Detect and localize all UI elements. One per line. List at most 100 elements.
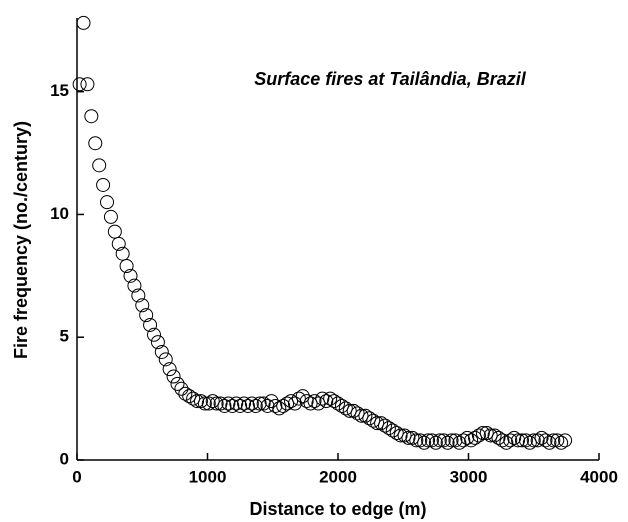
point bbox=[213, 396, 228, 411]
point bbox=[354, 408, 369, 423]
y-tick-label: 5 bbox=[60, 327, 69, 346]
point bbox=[92, 158, 107, 173]
point bbox=[385, 423, 400, 438]
point bbox=[307, 394, 322, 409]
point bbox=[237, 396, 252, 411]
point bbox=[428, 435, 443, 450]
point bbox=[550, 433, 565, 448]
point bbox=[311, 396, 326, 411]
point bbox=[558, 433, 573, 448]
point bbox=[186, 391, 201, 406]
point bbox=[464, 433, 479, 448]
point bbox=[374, 416, 389, 431]
point bbox=[518, 433, 533, 448]
point bbox=[323, 391, 338, 406]
point bbox=[440, 435, 455, 450]
point bbox=[248, 398, 263, 413]
point bbox=[546, 433, 561, 448]
point bbox=[295, 389, 310, 404]
point bbox=[193, 394, 208, 409]
point bbox=[123, 268, 138, 283]
point bbox=[315, 391, 330, 406]
point bbox=[334, 398, 349, 413]
point bbox=[389, 425, 404, 440]
point bbox=[233, 398, 248, 413]
point bbox=[338, 401, 353, 416]
point bbox=[522, 435, 537, 450]
point bbox=[284, 394, 299, 409]
point bbox=[350, 406, 365, 421]
point bbox=[303, 396, 318, 411]
x-tick-label: 2000 bbox=[319, 467, 357, 486]
point bbox=[154, 344, 169, 359]
point bbox=[76, 15, 91, 30]
point bbox=[119, 259, 134, 274]
x-axis-label: Distance to edge (m) bbox=[249, 499, 426, 519]
point bbox=[393, 428, 408, 443]
point bbox=[507, 430, 522, 445]
point bbox=[182, 389, 197, 404]
point bbox=[327, 394, 342, 409]
point bbox=[107, 224, 122, 239]
point bbox=[135, 298, 150, 313]
point bbox=[319, 394, 334, 409]
point bbox=[103, 209, 118, 224]
point bbox=[377, 418, 392, 433]
point bbox=[346, 403, 361, 418]
y-tick-label: 0 bbox=[60, 449, 69, 468]
point bbox=[143, 317, 158, 332]
point bbox=[456, 433, 471, 448]
point bbox=[503, 433, 518, 448]
point bbox=[170, 376, 185, 391]
point bbox=[331, 396, 345, 411]
point bbox=[139, 308, 154, 323]
x-tick-label: 0 bbox=[72, 467, 81, 486]
point bbox=[409, 433, 424, 448]
point bbox=[166, 369, 181, 384]
point bbox=[150, 335, 165, 350]
point bbox=[268, 398, 283, 413]
point bbox=[111, 236, 126, 251]
point bbox=[479, 425, 494, 440]
x-tick-label: 3000 bbox=[450, 467, 488, 486]
point bbox=[358, 408, 373, 423]
point bbox=[127, 278, 142, 293]
point bbox=[471, 428, 486, 443]
point bbox=[287, 396, 302, 411]
point bbox=[162, 362, 177, 377]
point bbox=[475, 425, 490, 440]
point bbox=[291, 391, 306, 406]
point bbox=[491, 430, 506, 445]
point bbox=[205, 394, 220, 409]
point bbox=[397, 428, 412, 443]
point bbox=[244, 396, 259, 411]
point bbox=[432, 433, 447, 448]
point bbox=[542, 435, 557, 450]
point bbox=[413, 433, 428, 448]
x-tick-label: 4000 bbox=[580, 467, 618, 486]
point bbox=[370, 416, 385, 431]
y-axis-label: Fire frequency (no./century) bbox=[11, 121, 31, 359]
point bbox=[174, 381, 189, 396]
annotation: Surface fires at Tailândia, Brazil bbox=[254, 69, 526, 89]
point bbox=[515, 433, 530, 448]
point bbox=[72, 77, 87, 92]
point bbox=[362, 411, 377, 426]
point bbox=[468, 430, 483, 445]
point bbox=[178, 386, 193, 401]
point bbox=[530, 433, 545, 448]
point bbox=[342, 403, 357, 418]
point bbox=[366, 413, 381, 428]
point bbox=[280, 396, 295, 411]
point bbox=[217, 398, 232, 413]
point bbox=[417, 435, 432, 450]
point bbox=[499, 435, 514, 450]
point bbox=[487, 428, 502, 443]
point bbox=[381, 421, 396, 436]
point bbox=[526, 433, 541, 448]
point bbox=[448, 433, 463, 448]
point bbox=[444, 433, 459, 448]
point bbox=[221, 396, 236, 411]
point bbox=[131, 288, 146, 303]
point bbox=[240, 398, 255, 413]
